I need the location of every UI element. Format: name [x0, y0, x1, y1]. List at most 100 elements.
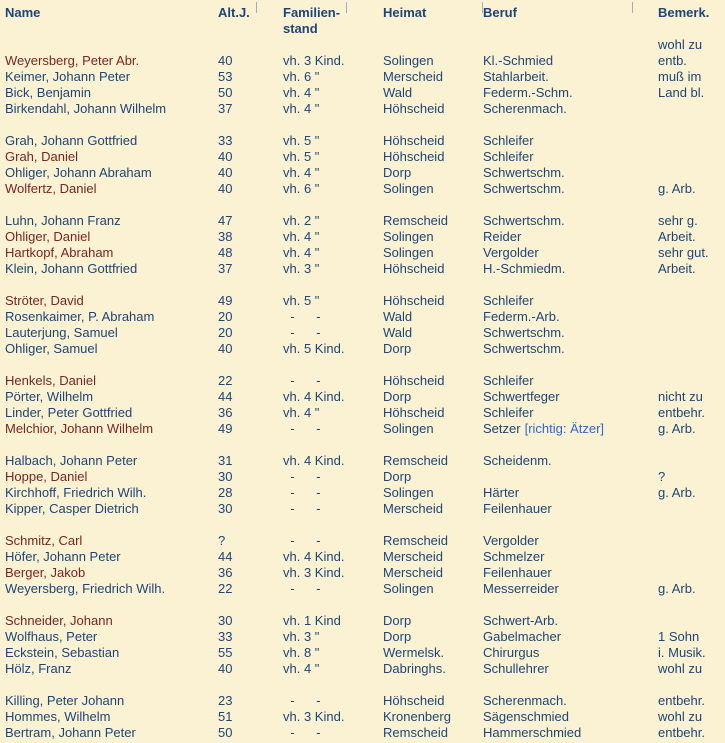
home-town-value: Solingen — [383, 181, 434, 196]
family-status-value: - - — [283, 373, 321, 388]
occupation-value: Stahlarbeit. — [483, 69, 549, 84]
person-name[interactable]: Hommes, Wilhelm — [5, 709, 111, 724]
person-name[interactable]: Weyersberg, Friedrich Wilh. — [5, 581, 166, 596]
group-spacer — [5, 517, 725, 533]
header-age: Alt.J. — [218, 5, 250, 20]
age-value: 40 — [218, 165, 233, 180]
remark-value — [658, 165, 725, 181]
table-row: Lauterjung, Samuel 20 - - Wald Schwertsc… — [5, 325, 725, 341]
person-name[interactable]: Bertram, Johann Peter — [5, 725, 136, 740]
person-name[interactable]: Birkendahl, Johann Wilhelm — [5, 101, 167, 116]
person-name[interactable]: Weyersberg, Peter Abr. — [5, 53, 140, 68]
person-name[interactable]: Pörter, Wilhelm — [5, 389, 94, 404]
occupation-value: Schwertfeger — [483, 389, 560, 404]
remark-value: g. Arb. — [658, 421, 696, 436]
table-row: Höfer, Johann Peter 44 vh. 4 Kind. Mersc… — [5, 549, 725, 565]
person-name[interactable]: Bick, Benjamin — [5, 85, 91, 100]
person-name[interactable]: Höfer, Johann Peter — [5, 549, 121, 564]
person-name[interactable]: Linder, Peter Gottfried — [5, 405, 133, 420]
home-town-value: Kronenberg — [383, 709, 451, 724]
occupation-value: Federm.-Arb. — [483, 309, 560, 324]
remark-value — [658, 565, 725, 581]
person-name[interactable]: Keimer, Johann Peter — [5, 69, 131, 84]
age-value: 36 — [218, 565, 233, 580]
person-name[interactable]: Klein, Johann Gottfried — [5, 261, 138, 276]
remark-value — [658, 549, 725, 565]
person-name[interactable]: Wolfertz, Daniel — [5, 181, 97, 196]
person-name[interactable]: Eckstein, Sebastian — [5, 645, 120, 660]
age-value: 40 — [218, 341, 233, 356]
age-value: 20 — [218, 309, 233, 324]
occupation-value: Schleifer — [483, 293, 534, 308]
table-row: Klein, Johann Gottfried 37 vh. 3 " Höhsc… — [5, 261, 725, 277]
person-name[interactable]: Ohliger, Daniel — [5, 229, 91, 244]
family-status-value: vh. 6 " — [283, 181, 320, 196]
home-town-value: Dorp — [383, 613, 412, 628]
occupation-correction-note[interactable]: [richtig: Ätzer] — [524, 421, 605, 436]
person-name[interactable]: Schneider, Johann — [5, 613, 113, 628]
person-name[interactable]: Rosenkaimer, P. Abraham — [5, 309, 155, 324]
person-name[interactable]: Kirchhoff, Friedrich Wilh. — [5, 485, 147, 500]
occupation-cell: Vergolder — [483, 245, 658, 261]
occupation-value: Schwertschm. — [483, 165, 565, 180]
person-name[interactable]: Ströter, David — [5, 293, 84, 308]
remark-value: ? — [658, 469, 666, 484]
remark-overflow-row: wohl zu — [5, 37, 725, 53]
person-name[interactable]: Grah, Johann Gottfried — [5, 133, 138, 148]
person-name[interactable]: Hartkopf, Abraham — [5, 245, 114, 260]
person-name[interactable]: Grah, Daniel — [5, 149, 78, 164]
age-value: 50 — [218, 725, 233, 740]
home-town-value: Merscheid — [383, 549, 443, 564]
person-name[interactable]: Schmitz, Carl — [5, 533, 83, 548]
group-spacer — [5, 437, 725, 453]
family-status-value: vh. 3 Kind. — [283, 565, 345, 580]
family-status-value: vh. 4 Kind. — [283, 549, 345, 564]
group-spacer — [5, 197, 725, 213]
remark-value: wohl zu — [658, 661, 703, 676]
home-town-value: Dabringhs. — [383, 661, 446, 676]
remark-value: muß im — [658, 69, 702, 84]
person-name[interactable]: Hoppe, Daniel — [5, 469, 88, 484]
person-name[interactable]: Lauterjung, Samuel — [5, 325, 118, 340]
person-name[interactable]: Melchior, Johann Wilhelm — [5, 421, 154, 436]
person-name[interactable]: Luhn, Johann Franz — [5, 213, 121, 228]
occupation-cell: Schwertschm. — [483, 181, 658, 197]
family-status-value: vh. 3 " — [283, 629, 320, 644]
occupation-value: Scherenmach. — [483, 693, 567, 708]
table-row: Grah, Johann Gottfried 33 vh. 5 " Höhsch… — [5, 133, 725, 149]
person-name[interactable]: Kipper, Casper Dietrich — [5, 501, 139, 516]
family-status-value: vh. 3 Kind. — [283, 53, 345, 68]
group-spacer — [5, 357, 725, 373]
person-name[interactable]: Hölz, Franz — [5, 661, 72, 676]
family-status-value: - - — [283, 693, 321, 708]
remark-value — [658, 309, 725, 325]
remark-overflow-text: wohl zu — [658, 37, 703, 52]
occupation-cell: Federm.-Arb. — [483, 309, 658, 325]
occupation-cell: Vergolder — [483, 533, 658, 549]
person-name[interactable]: Halbach, Johann Peter — [5, 453, 138, 468]
person-name[interactable]: Wolfhaus, Peter — [5, 629, 98, 644]
person-name[interactable]: Ohliger, Johann Abraham — [5, 165, 152, 180]
occupation-value: Schwertschm. — [483, 181, 565, 196]
person-name[interactable]: Henkels, Daniel — [5, 373, 97, 388]
person-name[interactable]: Killing, Peter Johann — [5, 693, 125, 708]
remark-value: Arbeit. — [658, 229, 696, 244]
table-row: Bertram, Johann Peter 50 - - Remscheid H… — [5, 725, 725, 741]
person-name[interactable]: Ohliger, Samuel — [5, 341, 98, 356]
table-row: Wolfertz, Daniel 40 vh. 6 " Solingen Sch… — [5, 181, 725, 197]
table-row: Hommes, Wilhelm 51 vh. 3 Kind. Kronenber… — [5, 709, 725, 725]
age-value: 40 — [218, 149, 233, 164]
occupation-cell: Schleifer — [483, 133, 658, 149]
family-status-value: vh. 4 " — [283, 85, 320, 100]
header-name: Name — [5, 5, 41, 20]
group-spacer — [5, 277, 725, 293]
table-row: Rosenkaimer, P. Abraham 20 - - Wald Fede… — [5, 309, 725, 325]
age-value: 44 — [218, 549, 233, 564]
family-status-value: vh. 4 Kind. — [283, 389, 345, 404]
home-town-value: Höhscheid — [383, 133, 445, 148]
occupation-value: Vergolder — [483, 533, 539, 548]
remark-value — [658, 613, 725, 629]
remark-value: Arbeit. — [658, 261, 696, 276]
person-name[interactable]: Berger, Jakob — [5, 565, 86, 580]
home-town-value: Dorp — [383, 469, 412, 484]
